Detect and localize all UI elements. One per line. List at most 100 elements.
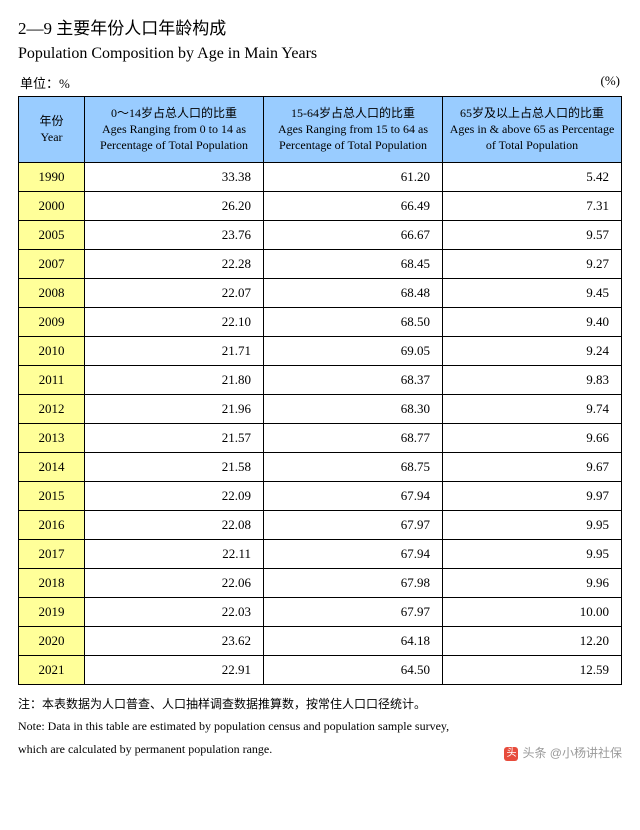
col-header-age-65-plus: 65岁及以上占总人口的比重 Ages in & above 65 as Perc… (443, 97, 622, 163)
cell-year: 2008 (19, 278, 85, 307)
watermark-icon: 头 (504, 747, 518, 761)
cell-year: 2011 (19, 365, 85, 394)
table-body: 199033.3861.205.42200026.2066.497.312005… (19, 162, 622, 684)
table-row: 199033.3861.205.42 (19, 162, 622, 191)
cell-value: 5.42 (443, 162, 622, 191)
cell-value: 9.97 (443, 481, 622, 510)
col-header-year-cn: 年份 (23, 113, 80, 129)
cell-year: 2019 (19, 597, 85, 626)
cell-value: 9.45 (443, 278, 622, 307)
cell-value: 22.09 (85, 481, 264, 510)
title-chinese: 2—9 主要年份人口年龄构成 (18, 14, 622, 39)
col-header-year: 年份 Year (19, 97, 85, 163)
cell-value: 66.49 (264, 191, 443, 220)
table-row: 200822.0768.489.45 (19, 278, 622, 307)
col-header-age-0-14: 0～14岁占总人口的比重 Ages Ranging from 0 to 14 a… (85, 97, 264, 163)
cell-value: 21.80 (85, 365, 264, 394)
footnote-cn: 注：本表数据为人口普查、人口抽样调查数据推算数，按常住人口口径统计。 (18, 693, 622, 716)
table-row: 201922.0367.9710.00 (19, 597, 622, 626)
cell-value: 64.50 (264, 655, 443, 684)
cell-value: 21.57 (85, 423, 264, 452)
cell-year: 2013 (19, 423, 85, 452)
cell-value: 21.58 (85, 452, 264, 481)
cell-value: 22.28 (85, 249, 264, 278)
cell-value: 67.97 (264, 510, 443, 539)
cell-value: 12.59 (443, 655, 622, 684)
col-header-year-en: Year (23, 129, 80, 145)
table-row: 201522.0967.949.97 (19, 481, 622, 510)
title-english: Population Composition by Age in Main Ye… (18, 45, 622, 63)
cell-value: 22.91 (85, 655, 264, 684)
col-header-15-64-cn: 15-64岁占总人口的比重 (268, 105, 438, 121)
cell-year: 2021 (19, 655, 85, 684)
table-row: 201321.5768.779.66 (19, 423, 622, 452)
cell-value: 7.31 (443, 191, 622, 220)
cell-year: 2012 (19, 394, 85, 423)
cell-value: 22.11 (85, 539, 264, 568)
cell-value: 12.20 (443, 626, 622, 655)
cell-year: 2018 (19, 568, 85, 597)
table-row: 200523.7666.679.57 (19, 220, 622, 249)
cell-value: 21.96 (85, 394, 264, 423)
col-header-65-cn: 65岁及以上占总人口的比重 (447, 105, 617, 121)
cell-value: 26.20 (85, 191, 264, 220)
cell-value: 9.27 (443, 249, 622, 278)
cell-value: 68.37 (264, 365, 443, 394)
cell-value: 68.45 (264, 249, 443, 278)
cell-year: 2005 (19, 220, 85, 249)
cell-value: 21.71 (85, 336, 264, 365)
cell-value: 61.20 (264, 162, 443, 191)
cell-value: 9.24 (443, 336, 622, 365)
col-header-0-14-en: Ages Ranging from 0 to 14 as Percentage … (89, 121, 259, 153)
table-row: 201722.1167.949.95 (19, 539, 622, 568)
cell-value: 23.76 (85, 220, 264, 249)
cell-value: 68.48 (264, 278, 443, 307)
cell-year: 2017 (19, 539, 85, 568)
watermark: 头头条 @小杨讲社保 (504, 744, 622, 761)
col-header-age-15-64: 15-64岁占总人口的比重 Ages Ranging from 15 to 64… (264, 97, 443, 163)
cell-value: 22.10 (85, 307, 264, 336)
table-row: 202023.6264.1812.20 (19, 626, 622, 655)
cell-value: 9.95 (443, 539, 622, 568)
cell-value: 67.94 (264, 481, 443, 510)
table-row: 201822.0667.989.96 (19, 568, 622, 597)
cell-value: 67.98 (264, 568, 443, 597)
unit-right: (%) (601, 73, 621, 92)
footnote-en-1: Note: Data in this table are estimated b… (18, 715, 622, 738)
cell-value: 68.30 (264, 394, 443, 423)
cell-value: 9.57 (443, 220, 622, 249)
cell-value: 68.50 (264, 307, 443, 336)
table-row: 200026.2066.497.31 (19, 191, 622, 220)
table-row: 201121.8068.379.83 (19, 365, 622, 394)
watermark-text: 头条 @小杨讲社保 (522, 746, 622, 760)
table-row: 201421.5868.759.67 (19, 452, 622, 481)
col-header-15-64-en: Ages Ranging from 15 to 64 as Percentage… (268, 121, 438, 153)
cell-value: 9.67 (443, 452, 622, 481)
table-row: 200722.2868.459.27 (19, 249, 622, 278)
cell-value: 10.00 (443, 597, 622, 626)
cell-year: 2007 (19, 249, 85, 278)
table-row: 201221.9668.309.74 (19, 394, 622, 423)
cell-value: 9.66 (443, 423, 622, 452)
cell-year: 2000 (19, 191, 85, 220)
cell-value: 9.83 (443, 365, 622, 394)
table-row: 201622.0867.979.95 (19, 510, 622, 539)
cell-year: 2016 (19, 510, 85, 539)
unit-row: 单位：% (%) (18, 73, 622, 92)
cell-year: 2015 (19, 481, 85, 510)
table-header-row: 年份 Year 0～14岁占总人口的比重 Ages Ranging from 0… (19, 97, 622, 163)
table-row: 200922.1068.509.40 (19, 307, 622, 336)
cell-value: 9.96 (443, 568, 622, 597)
table-row: 202122.9164.5012.59 (19, 655, 622, 684)
col-header-0-14-cn: 0～14岁占总人口的比重 (89, 105, 259, 121)
cell-value: 67.97 (264, 597, 443, 626)
cell-value: 22.06 (85, 568, 264, 597)
cell-year: 2009 (19, 307, 85, 336)
cell-value: 22.03 (85, 597, 264, 626)
col-header-65-en: Ages in & above 65 as Percentage of Tota… (447, 121, 617, 153)
cell-value: 9.95 (443, 510, 622, 539)
cell-value: 66.67 (264, 220, 443, 249)
cell-value: 67.94 (264, 539, 443, 568)
cell-value: 68.75 (264, 452, 443, 481)
cell-value: 22.07 (85, 278, 264, 307)
